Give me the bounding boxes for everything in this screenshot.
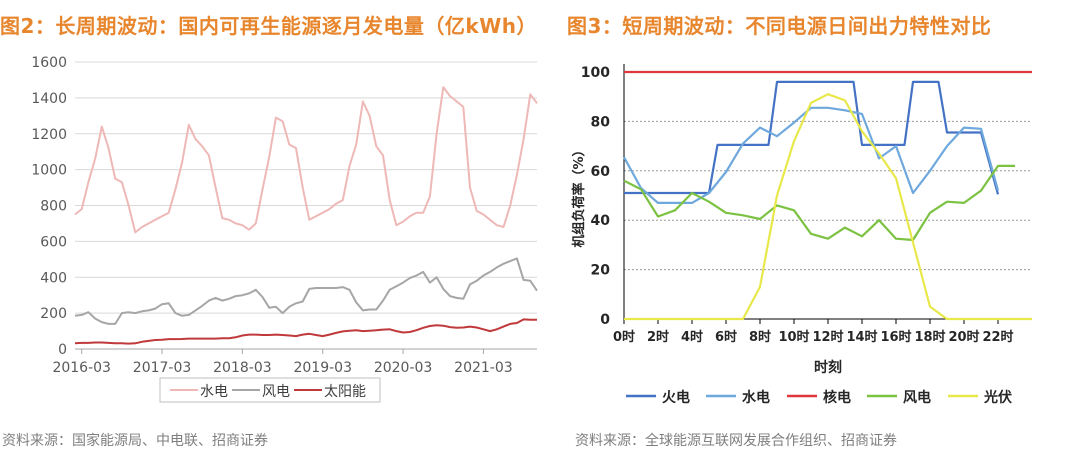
series-line-水电: [74, 86, 538, 234]
y-axis-title: 机组负荷率（%）: [571, 143, 587, 247]
source-note-right: 资料来源：全球能源互联网发展合作组织、招商证券: [575, 433, 897, 449]
series-line-太阳能: [74, 318, 537, 345]
x-tick-label: 8时: [749, 329, 771, 345]
series-line-风电: [623, 164, 1015, 242]
y-tick-label: 80: [591, 114, 611, 130]
series-line-风电: [74, 257, 538, 325]
x-tick-label: 16时: [880, 329, 911, 345]
x-tick-label: 4时: [681, 329, 703, 345]
x-tick-label: 10时: [778, 329, 809, 345]
right-chart: 0 20 40 60 80 100 0时 2时 4时 6时 8时 10时 12时 14时 16时 18时 20时…: [571, 64, 1032, 406]
chart-title-left: 图2：长周期波动：国内可再生能源逐月发电量（亿kWh）: [0, 14, 538, 38]
y-tick-label: 20: [591, 263, 611, 279]
y-tick-label: 0: [600, 312, 610, 328]
y-tick-label: 1400: [31, 91, 67, 107]
legend-label: 风电: [262, 384, 290, 400]
x-tick-label: 14时: [846, 329, 877, 345]
y-tick-label: 1600: [31, 55, 67, 71]
y-tick-label: 400: [40, 270, 67, 286]
x-tick-label: 2018-03: [213, 360, 272, 376]
series-line-水电: [623, 106, 1000, 204]
x-tick-label: 6时: [715, 329, 737, 345]
legend-label: 火电: [662, 389, 690, 406]
y-tick-label: 200: [40, 306, 67, 322]
legend-label: 水电: [742, 389, 770, 406]
x-tick-label: 2时: [647, 329, 669, 345]
legend-label: 核电: [823, 389, 851, 406]
x-tick-label: 18时: [914, 329, 945, 345]
legend-label: 太阳能: [324, 384, 366, 400]
x-tick-label: 22时: [982, 329, 1013, 345]
y-tick-label: 1200: [31, 127, 67, 143]
y-tick-label: 1000: [31, 163, 67, 179]
x-tick-label: 2016-03: [52, 360, 111, 376]
legend-label: 水电: [200, 384, 228, 400]
legend-label: 风电: [903, 389, 931, 406]
left-chart: 0 200 400 600 800 1000 1200 1400 1600 2016-03 2017…: [31, 55, 538, 403]
x-tick-label: 0时: [613, 329, 635, 345]
y-tick-label: 100: [581, 65, 610, 81]
y-tick-label: 800: [40, 199, 67, 215]
x-tick-label: 12时: [812, 329, 843, 345]
x-tick-label: 20时: [948, 329, 979, 345]
source-note-left: 资料来源：国家能源局、中电联、招商证券: [2, 433, 268, 449]
y-tick-label: 0: [58, 342, 67, 358]
legend: 火电 水电 核电 风电 光伏: [626, 389, 1012, 406]
x-tick-label: 2021-03: [454, 360, 513, 376]
legend: 水电 风电 太阳能: [159, 377, 381, 403]
y-tick-label: 60: [591, 164, 611, 180]
y-tick-label: 40: [591, 213, 611, 229]
series-line-光伏: [624, 93, 1032, 321]
x-axis-title: 时刻: [814, 359, 842, 376]
chart-title-right: 图3：短周期波动：不同电源日间出力特性对比: [567, 14, 992, 38]
y-tick-label: 600: [40, 234, 67, 250]
x-tick-label: 2020-03: [374, 360, 433, 376]
series-line-火电: [624, 80, 1000, 195]
x-tick-label: 2019-03: [293, 360, 352, 376]
legend-label: 光伏: [983, 389, 1012, 406]
x-tick-label: 2017-03: [133, 360, 192, 376]
